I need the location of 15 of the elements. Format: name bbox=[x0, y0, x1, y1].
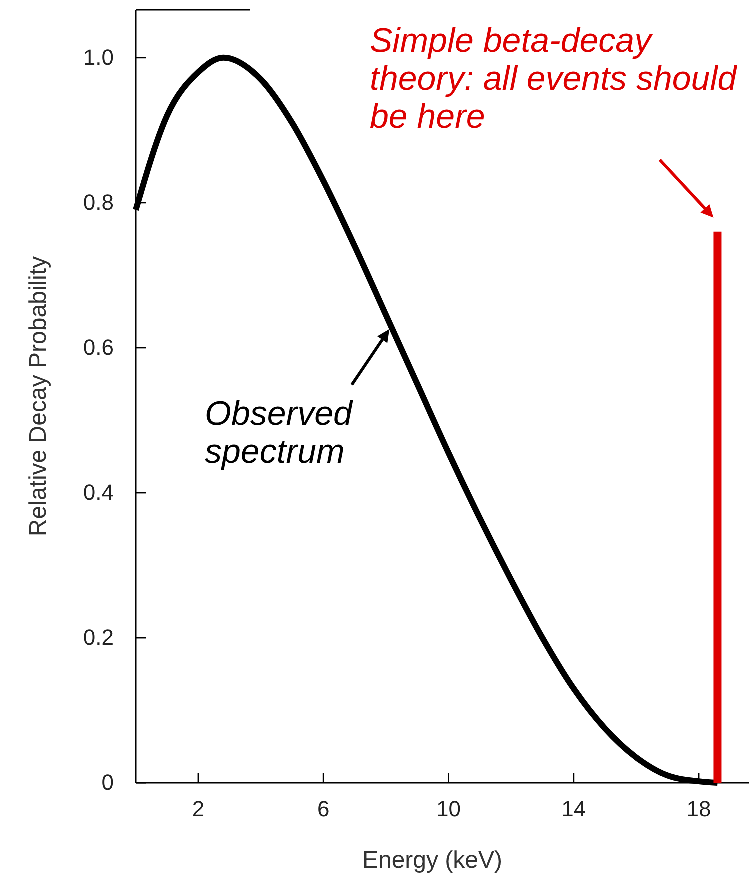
x-axis-title: Energy (keV) bbox=[362, 847, 503, 874]
annotation: Simple beta-decay theory: all events should be here bbox=[370, 22, 738, 136]
x-tick-label: 2 bbox=[192, 796, 205, 822]
y-tick-label: 0 bbox=[102, 770, 114, 796]
y-tick-label: 0.2 bbox=[83, 625, 114, 650]
x-tick-label: 6 bbox=[318, 796, 330, 822]
x-tick-label: 10 bbox=[436, 796, 461, 822]
y-tick-label: 1.0 bbox=[83, 44, 114, 70]
x-tick-label: 18 bbox=[686, 796, 712, 822]
y-tick-label: 0.4 bbox=[83, 480, 114, 505]
y-tick-label: 0.8 bbox=[83, 190, 114, 215]
y-axis-title: Relative Decay Probability bbox=[25, 256, 52, 537]
annotation: Observed spectrum bbox=[205, 395, 354, 471]
x-tick-label: 14 bbox=[562, 796, 586, 822]
y-tick-label: 0.6 bbox=[83, 334, 114, 360]
